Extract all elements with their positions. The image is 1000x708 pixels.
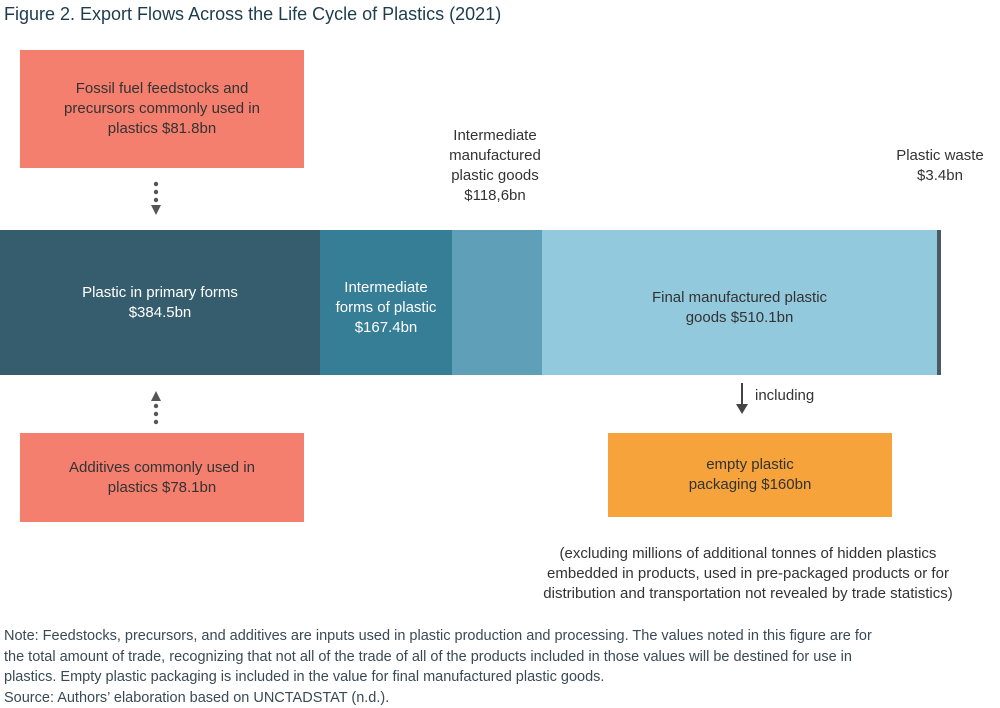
intermediate-goods-label: Intermediate manufactured plastic goods $11… [420,124,570,208]
feedstock-arrow [151,181,161,215]
additives-arrow [151,391,161,425]
text-line: manufactured [449,147,541,164]
text-line: $384.5bn [128,303,192,321]
text-line: Fossil fuel feedstocks and [75,80,249,97]
text-line: $118,6bn [464,187,526,204]
intermediate-forms-label: Intermediate forms of plastic $167.4bn [320,230,452,385]
note: Note: Feedstocks, precursors, and additi… [4,626,872,708]
packaging-note: (excluding millions of additional tonnes… [500,543,996,605]
segment-final-goods [542,230,937,375]
text-line: forms of plastic [335,298,437,316]
feedstocks-box: Fossil fuel feedstocks and precursors com… [20,50,304,168]
including-arrow [736,383,748,414]
text-line: Source: Authors’ elaboration based on UN… [4,689,390,706]
primary-forms-label: Plastic in primary forms $384.5bn [0,230,320,375]
text-line: the total amount of trade, recognizing t… [4,648,852,665]
text-line: plastics $81.8bn [107,120,217,137]
text-line: embedded in products, used in pre-packag… [547,565,949,582]
segment-intermediate-goods [452,230,542,375]
including-label: including [755,387,815,404]
text-line: $167.4bn [354,318,418,336]
text-line: precursors commonly used in [64,100,260,117]
text-line: distribution and transportation not reve… [543,585,953,602]
text-line: Plastic waste [896,147,984,164]
text-line: plastic goods [451,167,539,184]
text-line: packaging $160bn [688,476,812,493]
packaging-box: empty plastic packaging $160bn [608,433,892,517]
text-line: goods $510.1bn [685,308,794,326]
text-line: plastics. Empty plastic packaging is inc… [4,669,605,685]
text-line: Intermediate [453,127,537,144]
segment-primary [0,230,320,375]
text-line: Note: Feedstocks, precursors, and additi… [4,628,872,644]
text-line: (excluding millions of additional tonnes… [559,545,937,562]
segment-intermediate-forms [320,230,452,375]
text-line: Plastic in primary forms [82,283,238,301]
text-line: plastics $78.1bn [107,478,217,496]
text-line: Final manufactured plastic [651,288,828,306]
text-line: Intermediate [344,278,428,296]
title: Figure 2. Export Flows Across the Life C… [4,4,502,24]
text-line: empty plastic [706,456,794,473]
plastic-waste-label: Plastic waste $3.4bn [880,146,1000,186]
text-line: Additives commonly used in [69,458,255,476]
additives-box: Additives commonly used in plastics $78.1… [20,433,304,522]
text-line: $3.4bn [917,167,963,184]
final-goods-label: Final manufactured plastic goods $510.1bn [542,230,937,385]
segment-waste [937,230,941,375]
